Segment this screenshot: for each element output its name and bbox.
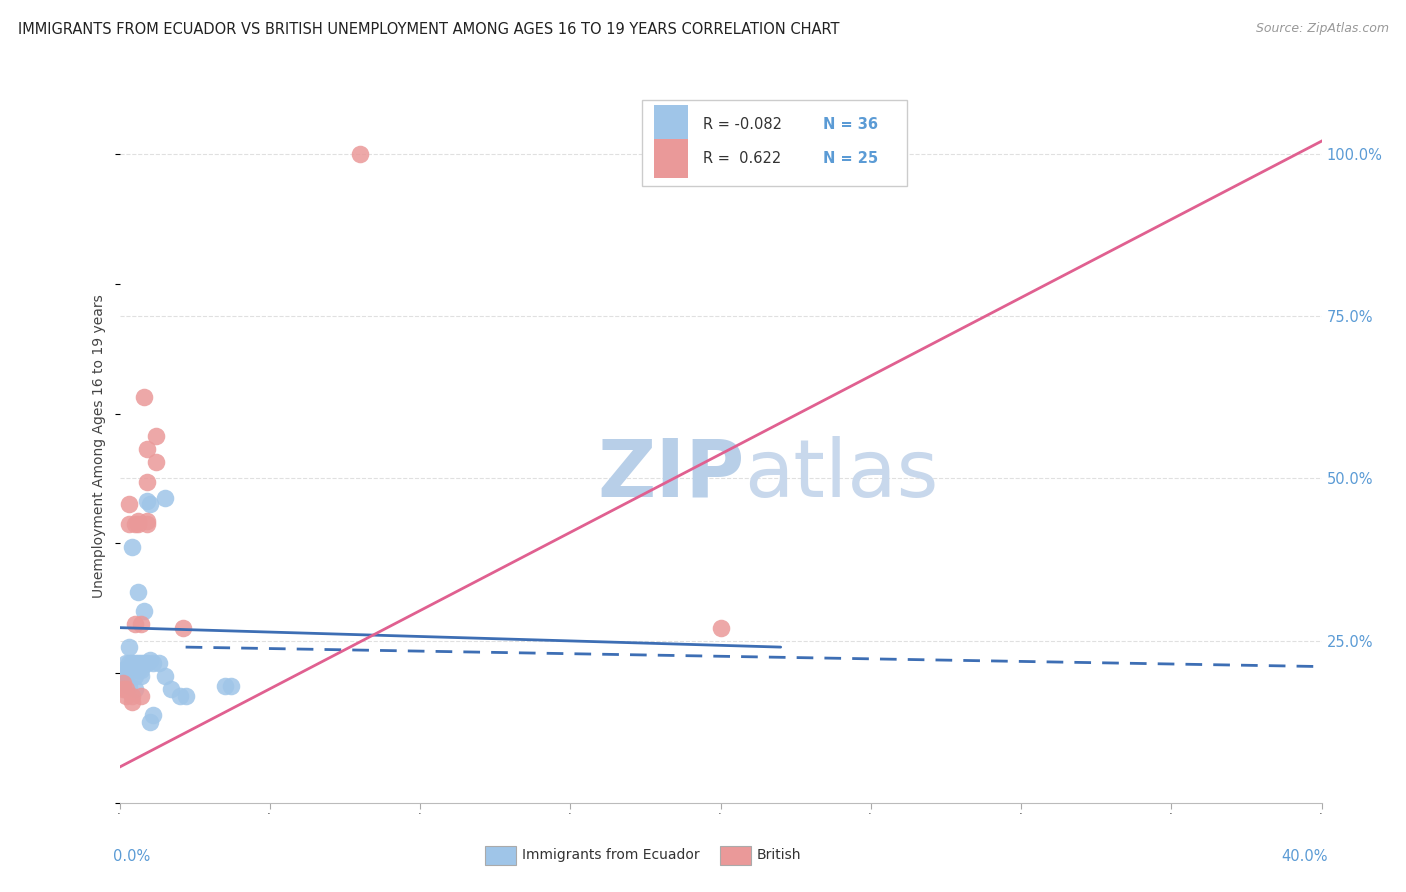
Point <box>138 497 160 511</box>
Point <box>172 621 194 635</box>
Point <box>148 657 170 671</box>
Point <box>153 491 176 505</box>
Point <box>129 689 152 703</box>
Point <box>153 669 176 683</box>
Point <box>138 653 160 667</box>
Point <box>117 640 139 654</box>
Point <box>124 516 146 531</box>
Point <box>135 514 157 528</box>
Point <box>859 147 882 161</box>
Point <box>135 516 157 531</box>
FancyBboxPatch shape <box>654 105 688 145</box>
Point <box>111 669 134 683</box>
Point <box>121 689 143 703</box>
Text: atlas: atlas <box>745 435 939 514</box>
Point <box>124 657 146 671</box>
FancyBboxPatch shape <box>643 100 907 186</box>
Point <box>124 617 146 632</box>
Text: IMMIGRANTS FROM ECUADOR VS BRITISH UNEMPLOYMENT AMONG AGES 16 TO 19 YEARS CORREL: IMMIGRANTS FROM ECUADOR VS BRITISH UNEMP… <box>18 22 839 37</box>
Point <box>111 663 134 677</box>
Point <box>709 621 731 635</box>
Text: R =  0.622: R = 0.622 <box>703 151 780 166</box>
Text: N = 36: N = 36 <box>823 118 877 132</box>
Point <box>114 657 136 671</box>
Text: British: British <box>756 848 801 863</box>
Point <box>117 516 139 531</box>
Point <box>117 497 139 511</box>
Point <box>117 679 139 693</box>
Point <box>129 663 152 677</box>
Point <box>127 514 149 528</box>
Point <box>121 657 143 671</box>
Point <box>135 657 157 671</box>
Text: Immigrants from Ecuador: Immigrants from Ecuador <box>522 848 699 863</box>
Point <box>174 689 197 703</box>
Point <box>117 657 139 671</box>
Text: N = 25: N = 25 <box>823 151 877 166</box>
Text: Source: ZipAtlas.com: Source: ZipAtlas.com <box>1256 22 1389 36</box>
Point <box>145 455 167 469</box>
Point <box>135 494 157 508</box>
Point <box>135 475 157 489</box>
Text: R = -0.082: R = -0.082 <box>703 118 782 132</box>
Point <box>138 714 160 729</box>
Point <box>111 682 134 697</box>
Point <box>142 657 165 671</box>
Point <box>129 669 152 683</box>
Point <box>142 708 165 723</box>
Point <box>127 516 149 531</box>
Point <box>124 669 146 683</box>
Point <box>124 682 146 697</box>
Point <box>129 617 152 632</box>
Point <box>132 390 155 404</box>
Text: 40.0%: 40.0% <box>1281 849 1327 864</box>
Point <box>159 682 181 697</box>
Point <box>127 663 149 677</box>
Y-axis label: Unemployment Among Ages 16 to 19 years: Unemployment Among Ages 16 to 19 years <box>93 294 107 598</box>
Point <box>214 679 236 693</box>
Point <box>127 657 149 671</box>
Point <box>219 679 242 693</box>
Point <box>135 442 157 457</box>
Point <box>349 147 371 161</box>
FancyBboxPatch shape <box>654 139 688 178</box>
Point <box>127 585 149 599</box>
Point <box>111 675 134 690</box>
Point <box>114 682 136 697</box>
Text: ZIP: ZIP <box>598 435 745 514</box>
Point <box>132 657 155 671</box>
Point <box>114 675 136 690</box>
Point <box>132 604 155 618</box>
Point <box>169 689 191 703</box>
Point <box>114 666 136 681</box>
Point <box>129 657 152 671</box>
Point <box>114 689 136 703</box>
Point <box>145 429 167 443</box>
Point <box>121 695 143 709</box>
Text: 0.0%: 0.0% <box>114 849 150 864</box>
Point <box>121 540 143 554</box>
